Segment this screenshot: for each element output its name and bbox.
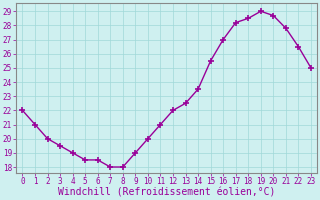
X-axis label: Windchill (Refroidissement éolien,°C): Windchill (Refroidissement éolien,°C)	[58, 187, 276, 197]
